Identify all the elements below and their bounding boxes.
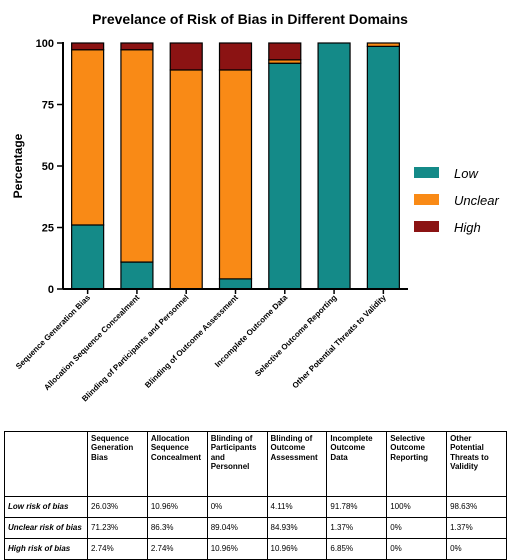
table-cell: 6.85% [326, 538, 388, 560]
bar-segment-high [71, 42, 105, 51]
legend-label-low: Low [454, 166, 479, 181]
table-cell: 89.04% [206, 517, 268, 539]
table-header-cell: Other Potential Threats to Validity [446, 431, 507, 497]
table-cell: 100% [386, 496, 448, 518]
table-row: Unclear risk of bias 71.23% 86.3% 89.04%… [4, 517, 507, 539]
bar-segment-unclear [366, 42, 400, 47]
chart-title: Prevelance of Risk of Bias in Different … [92, 11, 408, 27]
bar-segment-low [268, 62, 302, 290]
table-header-cell: Blinding of Participants and Personnel [206, 431, 268, 497]
bar-segment-high [268, 42, 302, 61]
table-header-cell: Selective Outcome Reporting [386, 431, 448, 497]
stacked-bar-chart: Prevelance of Risk of Bias in Different … [11, 11, 499, 403]
x-tick-label: Other Potential Threats to Validity [291, 293, 389, 391]
y-tick-label: 75 [42, 100, 54, 112]
table-header-cell: Allocation Sequence Concealment [146, 431, 208, 497]
legend-swatch-unclear [414, 194, 439, 205]
table-cell: 10.96% [266, 538, 328, 560]
bar-segment-high [120, 42, 154, 51]
y-tick-label: 50 [42, 161, 54, 173]
risk-of-bias-table-container: Sequence Generation Bias Allocation Sequ… [4, 431, 507, 560]
bar-segment-unclear [218, 69, 253, 280]
table-row: Low risk of bias 26.03% 10.96% 0% 4.11% … [4, 496, 507, 518]
table-cell: 0% [206, 496, 268, 518]
bar-segment-unclear [169, 69, 203, 290]
x-tick-label: Blinding of Participants and Personnel [80, 293, 190, 403]
table-cell: 10.96% [146, 496, 208, 518]
table-cell: 86.3% [146, 517, 208, 539]
table-cell: 10.96% [206, 538, 268, 560]
table-header-cell: Sequence Generation Bias [87, 431, 148, 497]
table-header-cell: Incomplete Outcome Data [326, 431, 388, 497]
table-row: High risk of bias 2.74% 2.74% 10.96% 10.… [4, 538, 507, 560]
table-cell: 26.03% [87, 496, 148, 518]
table-cell: 2.74% [146, 538, 208, 560]
table-header-row: Sequence Generation Bias Allocation Sequ… [4, 431, 507, 497]
bar-segment-high [169, 42, 203, 71]
y-tick-label: 0 [48, 284, 54, 296]
table-cell: 91.78% [326, 496, 388, 518]
table-cell: 98.63% [446, 496, 507, 518]
y-axis-label: Percentage [11, 133, 25, 198]
table-row-label: Unclear risk of bias [4, 517, 88, 539]
bar-segment-unclear [120, 49, 154, 263]
table-cell: 2.74% [87, 538, 148, 560]
risk-of-bias-table: Sequence Generation Bias Allocation Sequ… [4, 431, 507, 560]
bar-segment-low [317, 42, 351, 290]
bar-segment-high [218, 42, 253, 71]
bar-segment-low [366, 45, 400, 290]
table-corner-cell [4, 431, 88, 497]
x-tick-label: Allocation Sequence Concealment [42, 293, 141, 392]
table-cell: 1.37% [326, 517, 388, 539]
table-cell: 71.23% [87, 517, 148, 539]
legend-swatch-low [414, 167, 439, 178]
table-header-cell: Blinding of Outcome Assessment [266, 431, 328, 497]
table-cell: 84.93% [266, 517, 328, 539]
bar-segment-low [71, 224, 105, 290]
bar-segment-unclear [71, 49, 105, 226]
legend-swatch-high [414, 221, 439, 232]
bar-segment-low [218, 278, 253, 290]
table-cell: 1.37% [446, 517, 507, 539]
y-tick-label: 25 [42, 223, 54, 235]
y-tick-label: 100 [36, 38, 54, 50]
legend: Low Unclear High [414, 166, 499, 235]
table-row-label: High risk of bias [4, 538, 88, 560]
table-cell: 0% [446, 538, 507, 560]
table-cell: 4.11% [266, 496, 328, 518]
table-row-label: Low risk of bias [4, 496, 88, 518]
x-tick-label: Blinding of Outcome Assessment [143, 293, 240, 390]
legend-label-high: High [454, 220, 481, 235]
table-cell: 0% [386, 538, 448, 560]
legend-label-unclear: Unclear [454, 193, 499, 208]
table-cell: 0% [386, 517, 448, 539]
x-tick-label: Selective Outcome Reporting [253, 293, 338, 378]
bar-segment-low [120, 261, 154, 290]
